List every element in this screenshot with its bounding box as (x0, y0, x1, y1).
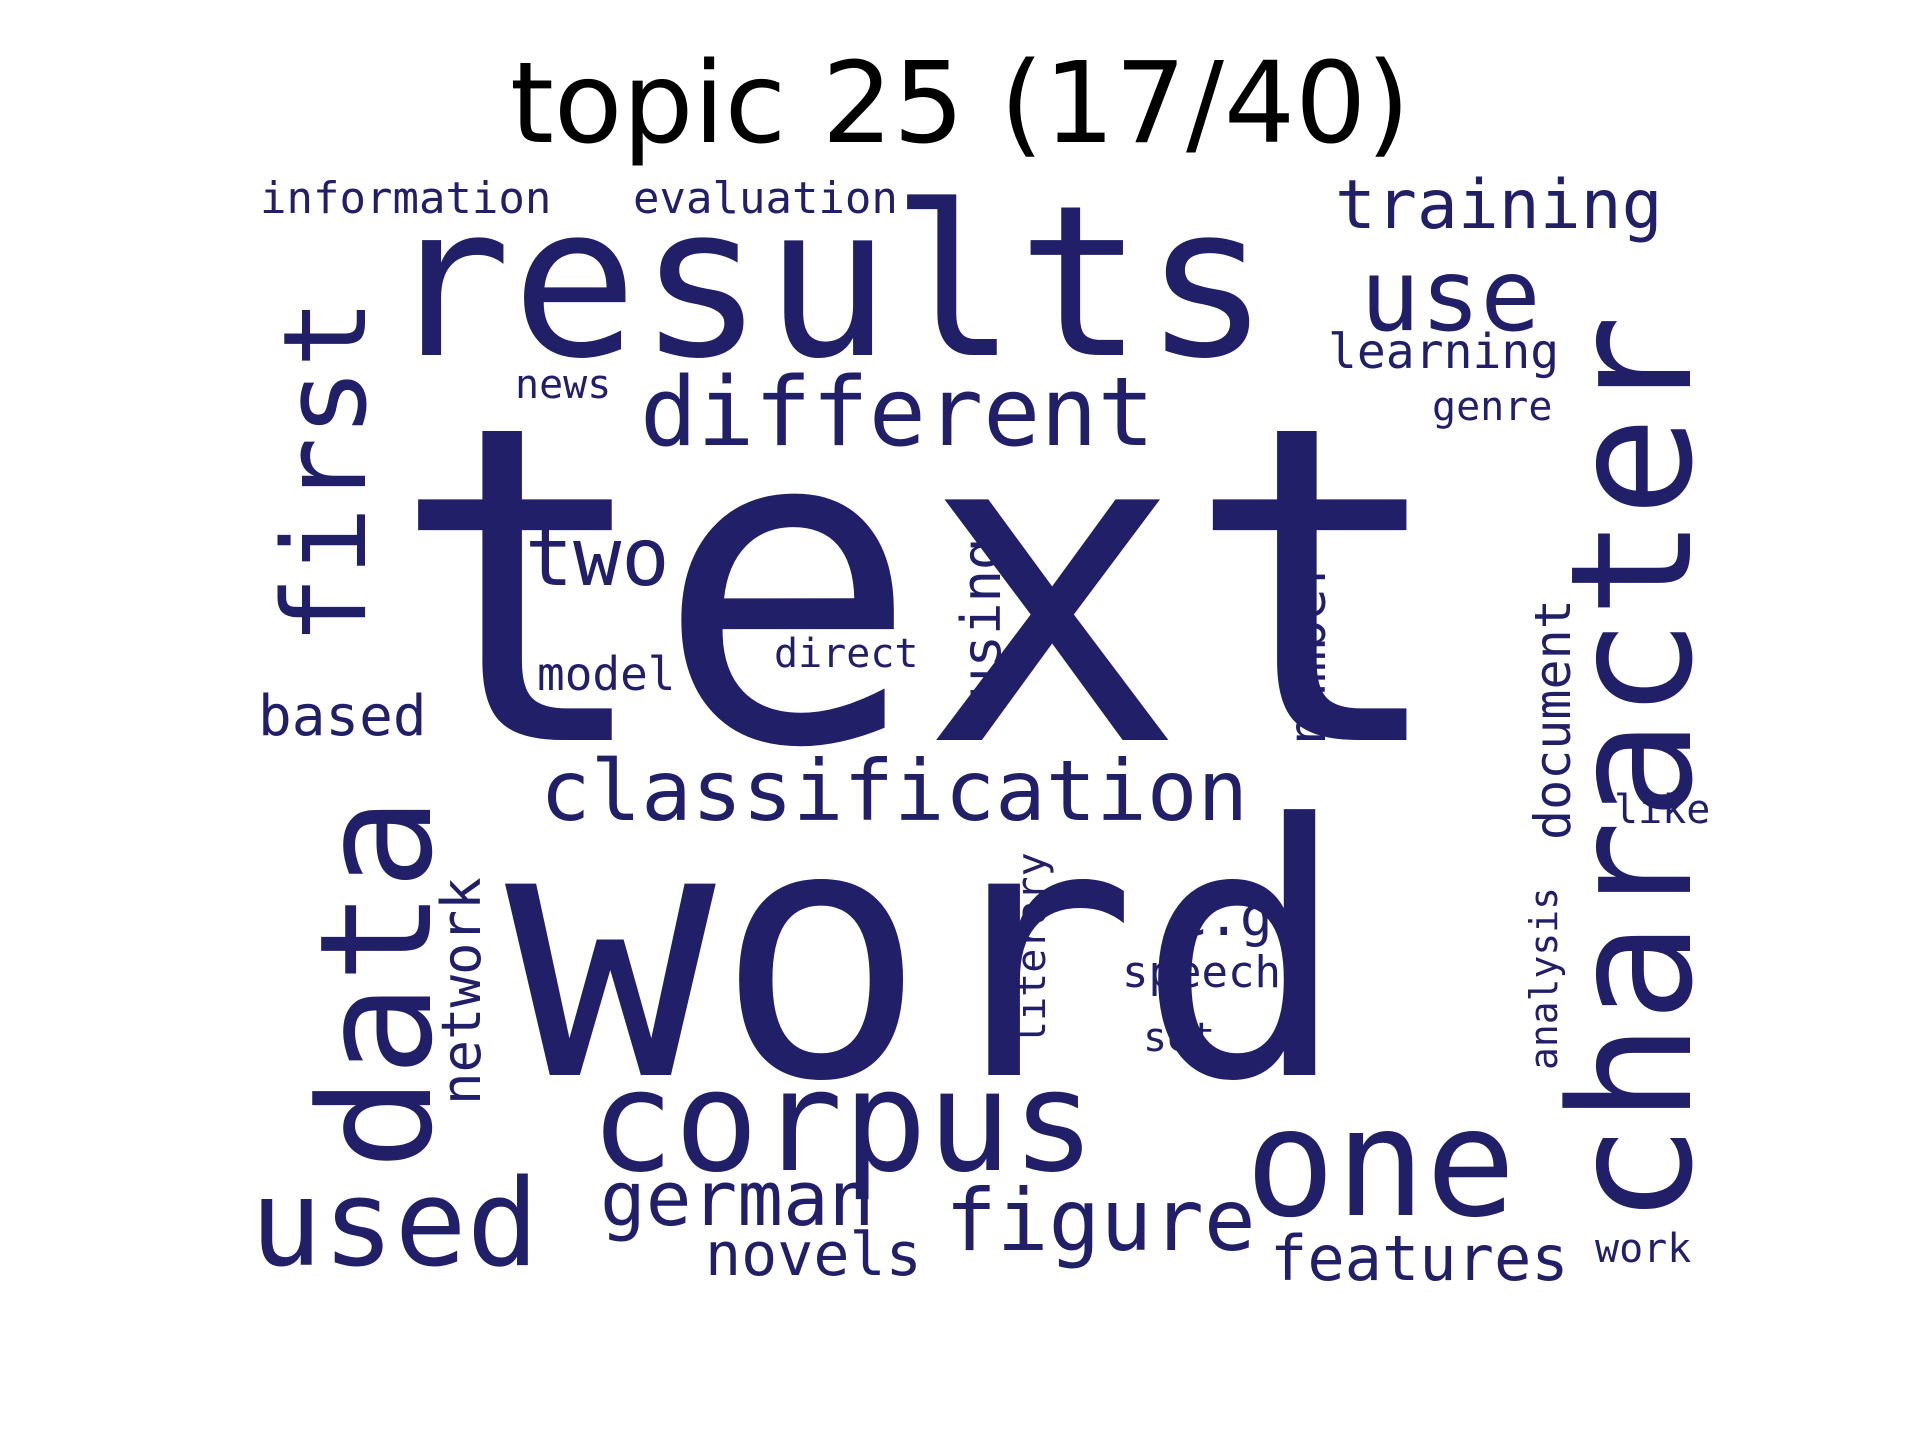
cloud-word-based: based (258, 684, 427, 749)
cloud-word-training: training (1335, 166, 1663, 245)
cloud-word-model: model (537, 647, 675, 701)
cloud-word-like: like (1614, 787, 1710, 833)
cloud-word-used: used (250, 1155, 539, 1294)
cloud-word-classification: classification (540, 742, 1248, 840)
cloud-word-word: word (505, 750, 1348, 1158)
cloud-word-news: news (515, 362, 611, 408)
cloud-word-literary: literary (1009, 852, 1055, 1045)
cloud-word-document: document (1524, 599, 1582, 840)
cloud-word-e-g: e.g (1175, 885, 1273, 948)
cloud-word-work: work (1595, 1226, 1691, 1272)
cloud-word-learning: learning (1328, 324, 1559, 380)
cloud-word-two: two (525, 511, 670, 604)
cloud-word-using: using (950, 537, 1013, 700)
cloud-word-evaluation: evaluation (633, 173, 898, 224)
cloud-word-german: german (600, 1154, 875, 1243)
cloud-word-one: one (1245, 1077, 1516, 1251)
cloud-word-figure: figure (945, 1171, 1256, 1271)
cloud-word-results: results (385, 160, 1270, 405)
cloud-word-information: information (260, 173, 551, 224)
cloud-word-number: number (1278, 557, 1338, 745)
cloud-word-character: character (1534, 315, 1730, 1225)
cloud-word-genre: genre (1432, 384, 1552, 430)
cloud-word-analysis: analysis (1522, 887, 1566, 1070)
cloud-word-features: features (1270, 1222, 1569, 1295)
cloud-word-set: set (1143, 1015, 1215, 1061)
cloud-word-data: data (286, 797, 467, 1170)
cloud-word-different: different (640, 358, 1155, 468)
cloud-word-text: text (390, 332, 1450, 844)
cloud-word-direct: direct (774, 631, 919, 677)
cloud-word-speech: speech (1122, 947, 1281, 998)
cloud-word-network: network (430, 877, 493, 1105)
figure-title: topic 25 (17/40) (509, 39, 1411, 169)
cloud-word-first: first (259, 299, 393, 645)
cloud-word-use: use (1360, 237, 1541, 354)
cloud-word-corpus: corpus (590, 1041, 1096, 1204)
cloud-word-novels: novels (705, 1220, 922, 1290)
